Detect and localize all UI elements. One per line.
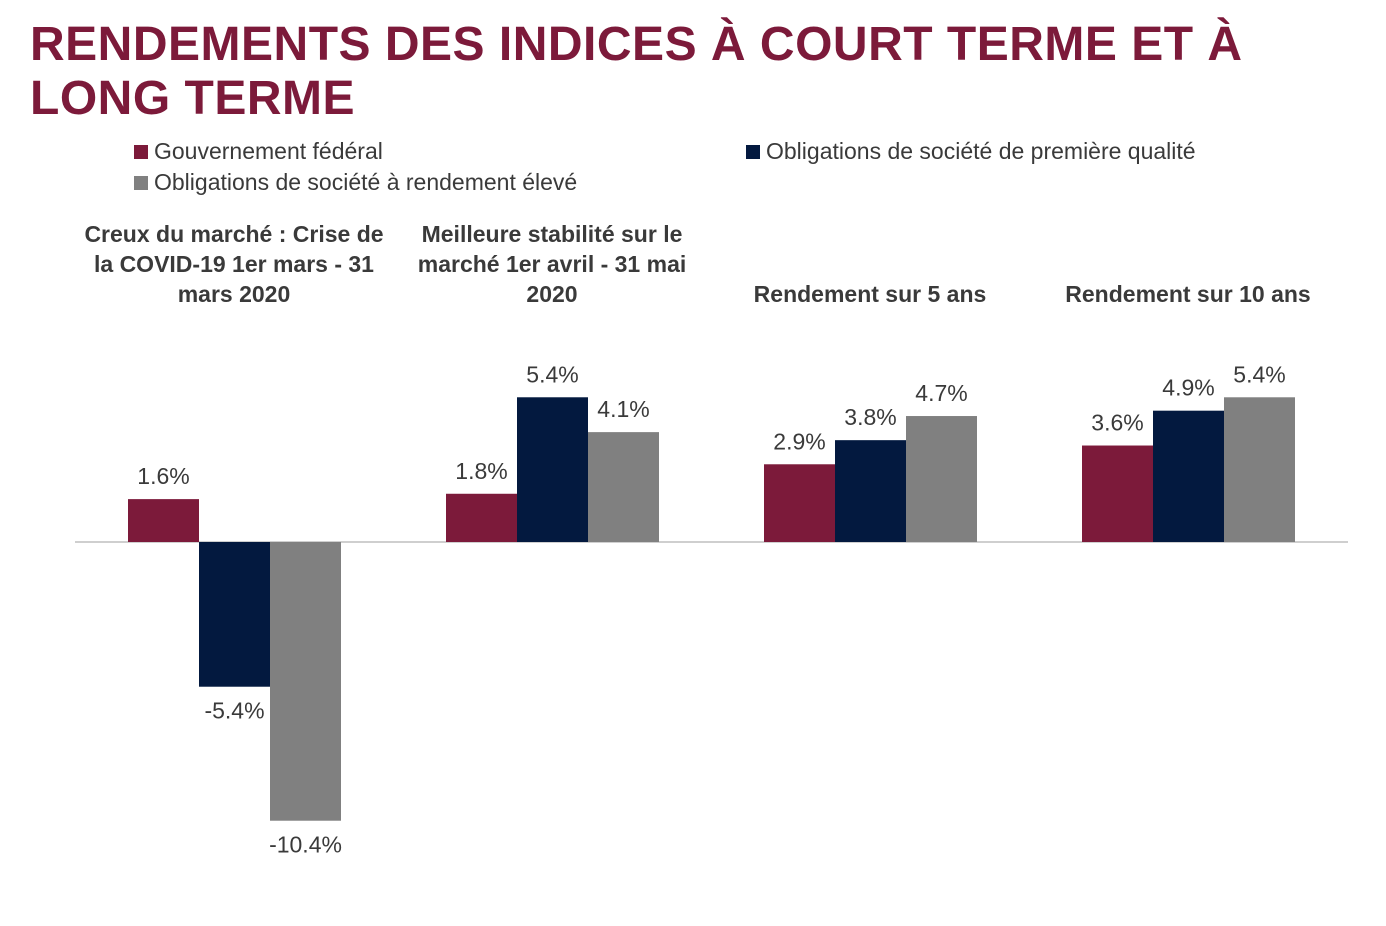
value-label-obligations-de-societe-de-premiere-qualite-0: -5.4% <box>204 698 264 724</box>
bar-obligations-de-societe-a-rendement-eleve-3 <box>1224 397 1295 542</box>
bar-gouvernement-federal-1 <box>446 493 517 542</box>
legend-swatch-gouvernement-federal <box>134 144 148 159</box>
bar-gouvernement-federal-3 <box>1082 445 1153 542</box>
legend-label-premiere-qualite: Obligations de société de première quali… <box>766 138 1196 164</box>
bar-gouvernement-federal-2 <box>764 464 835 542</box>
value-label-gouvernement-federal-3: 3.6% <box>1091 410 1143 436</box>
category-label-creux: Creux du marché : Crise de la COVID-19 1… <box>84 221 384 307</box>
chart-title: RENDEMENTS DES INDICES À COURT TERME ET … <box>30 18 1243 125</box>
value-label-gouvernement-federal-0: 1.6% <box>137 463 189 489</box>
bar-obligations-de-societe-a-rendement-eleve-1 <box>588 432 659 542</box>
value-label-obligations-de-societe-de-premiere-qualite-1: 5.4% <box>526 361 578 387</box>
value-label-obligations-de-societe-de-premiere-qualite-2: 3.8% <box>844 404 896 430</box>
legend-label-rendement-eleve: Obligations de société à rendement élevé <box>154 169 578 195</box>
category-label-5-ans: Rendement sur 5 ans <box>753 281 987 307</box>
legend-item-premiere-qualite: Obligations de société de première quali… <box>746 138 1196 165</box>
value-label-obligations-de-societe-a-rendement-eleve-0: -10.4% <box>269 832 342 858</box>
value-label-gouvernement-federal-1: 1.8% <box>455 458 507 484</box>
value-label-obligations-de-societe-a-rendement-eleve-1: 4.1% <box>597 396 649 422</box>
bar-obligations-de-societe-de-premiere-qualite-2 <box>835 440 906 542</box>
legend-swatch-rendement-eleve <box>134 175 148 190</box>
category-label-10-ans: Rendement sur 10 ans <box>1065 281 1311 307</box>
value-label-obligations-de-societe-de-premiere-qualite-3: 4.9% <box>1162 375 1214 401</box>
bar-obligations-de-societe-de-premiere-qualite-1 <box>517 397 588 542</box>
bar-gouvernement-federal-0 <box>128 499 199 542</box>
value-label-obligations-de-societe-a-rendement-eleve-2: 4.7% <box>915 380 967 406</box>
value-label-gouvernement-federal-2: 2.9% <box>773 428 825 454</box>
value-label-obligations-de-societe-a-rendement-eleve-3: 5.4% <box>1233 361 1285 387</box>
bar-obligations-de-societe-a-rendement-eleve-2 <box>906 416 977 542</box>
bar-obligations-de-societe-de-premiere-qualite-0 <box>199 542 270 687</box>
legend-item-gouvernement-federal: Gouvernement fédéral <box>134 138 383 165</box>
legend-item-rendement-eleve: Obligations de société à rendement élevé <box>134 169 577 196</box>
legend-swatch-premiere-qualite <box>746 144 760 159</box>
bar-obligations-de-societe-de-premiere-qualite-3 <box>1153 410 1224 542</box>
bar-obligations-de-societe-a-rendement-eleve-0 <box>270 542 341 821</box>
category-label-stabilite: Meilleure stabilité sur le marché 1er av… <box>417 221 687 307</box>
legend-label-gouvernement-federal: Gouvernement fédéral <box>154 138 383 164</box>
